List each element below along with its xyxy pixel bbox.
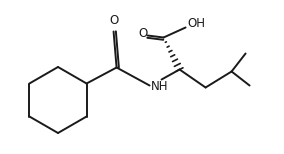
- Text: OH: OH: [187, 17, 206, 30]
- Text: NH: NH: [151, 80, 168, 93]
- Text: O: O: [138, 27, 147, 40]
- Text: O: O: [109, 14, 118, 26]
